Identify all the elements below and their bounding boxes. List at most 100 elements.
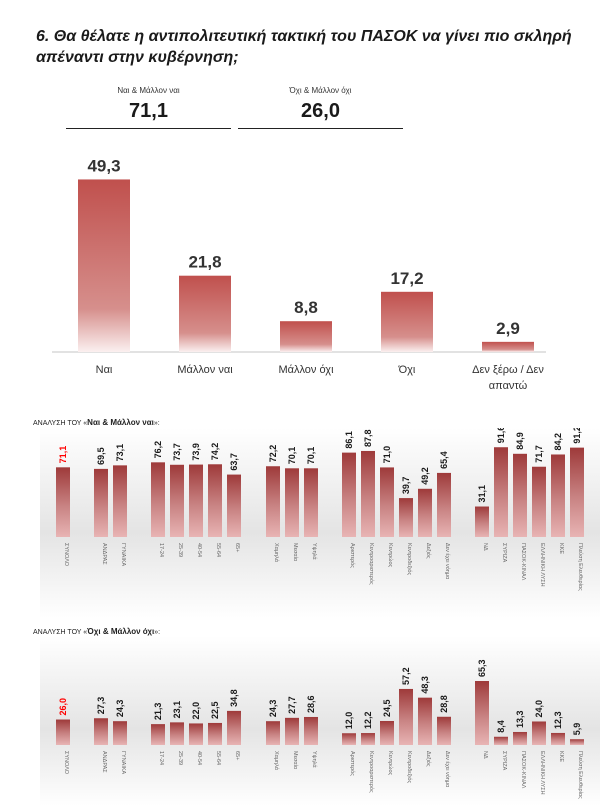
breakdown-category-label: Πλεύση Ελευθερίας bbox=[577, 751, 584, 799]
breakdown-value-label: 84,9 bbox=[515, 432, 525, 450]
main-category-label: Μάλλον ναι bbox=[177, 364, 233, 376]
breakdown-bar bbox=[513, 453, 527, 537]
question-title: 6. Θα θέλατε η αντιπολιτευτική τακτική τ… bbox=[36, 28, 572, 66]
breakdown-bar bbox=[285, 468, 299, 537]
breakdown-bar bbox=[266, 466, 280, 537]
breakdown-value-label: 12,3 bbox=[553, 711, 563, 729]
breakdown-category-label: ΣΥΡΙΖΑ bbox=[501, 751, 507, 771]
breakdown-bar bbox=[380, 720, 394, 745]
breakdown-bar bbox=[208, 722, 222, 745]
breakdown-value-label: 24,3 bbox=[115, 700, 125, 718]
breakdown-bar bbox=[342, 452, 356, 537]
breakdown-no-title-bold: Όχι & Μάλλον όχι bbox=[87, 627, 155, 636]
breakdown-category-label: ΕΛΛΗΝΙΚΗ ΛΥΣΗ bbox=[539, 751, 545, 795]
breakdown-bar bbox=[418, 697, 432, 745]
breakdown-bar bbox=[570, 447, 584, 537]
breakdown-value-label: 71,0 bbox=[382, 446, 392, 464]
breakdown-value-label: 24,0 bbox=[534, 700, 544, 718]
breakdown-bar bbox=[475, 681, 489, 745]
breakdown-category-label: Δεν έχει νόημα bbox=[444, 751, 451, 788]
breakdown-value-label: 86,1 bbox=[344, 431, 354, 449]
breakdown-category-label: Χαμηλά bbox=[273, 543, 280, 563]
breakdown-value-label: 84,2 bbox=[553, 433, 563, 451]
breakdown-category-label: Κεντροαριστερός bbox=[368, 751, 375, 793]
breakdown-value-label: 49,2 bbox=[420, 467, 430, 485]
breakdown-value-label: 70,1 bbox=[287, 447, 297, 465]
breakdown-value-label: 34,8 bbox=[229, 689, 239, 707]
breakdown-value-label: 76,2 bbox=[153, 441, 163, 459]
breakdown-no-title: ΑΝΑΛΥΣΗ ΤΟΥ «Όχι & Μάλλον όχι»: bbox=[33, 627, 160, 636]
breakdown-category-label: ΓΥΝΑΙΚΑ bbox=[120, 751, 126, 775]
breakdown-category-label: ΑΝΔΡΑΣ bbox=[101, 751, 107, 773]
main-category-label: Ναι bbox=[96, 364, 113, 376]
breakdown-category-label: ΣΥΝΟΛΟ bbox=[63, 751, 69, 775]
breakdown-category-label: 55-64 bbox=[215, 543, 221, 557]
breakdown-category-label: ΝΔ bbox=[482, 543, 488, 551]
breakdown-category-label: Κεντρώος bbox=[387, 751, 394, 776]
breakdown-category-label: 65+ bbox=[234, 543, 240, 552]
breakdown-value-label: 23,1 bbox=[172, 701, 182, 719]
breakdown-value-label: 65,3 bbox=[477, 659, 487, 677]
breakdown-category-label: 17-24 bbox=[158, 543, 164, 557]
breakdown-bar bbox=[418, 488, 432, 537]
breakdown-bar bbox=[285, 717, 299, 745]
breakdown-category-label: Δεξιός bbox=[425, 751, 432, 767]
breakdown-category-label: ΣΥΡΙΖΑ bbox=[501, 543, 507, 563]
breakdown-bar bbox=[532, 466, 546, 537]
breakdown-value-label: 63,7 bbox=[229, 453, 239, 471]
breakdown-value-label: 73,9 bbox=[191, 443, 201, 461]
breakdown-value-label: 12,2 bbox=[363, 712, 373, 730]
breakdown-value-label: 91,2 bbox=[572, 428, 582, 444]
breakdown-bar bbox=[266, 721, 280, 745]
breakdown-bar bbox=[151, 462, 165, 537]
breakdown-no-chart: 26,0 ΣΥΝΟΛΟ 27,3 ΑΝΔΡΑΣ 24,3 ΓΥΝΑΙΚΑ 21,3 17-24… bbox=[40, 636, 600, 806]
breakdown-category-label: ΕΛΛΗΝΙΚΗ ΛΥΣΗ bbox=[539, 543, 545, 587]
breakdown-bar bbox=[380, 467, 394, 537]
breakdown-value-label: 69,5 bbox=[96, 447, 106, 465]
breakdown-bar bbox=[94, 468, 108, 537]
breakdown-category-label: Αριστερός bbox=[349, 543, 356, 568]
breakdown-value-label: 71,1 bbox=[58, 446, 68, 464]
breakdown-bar bbox=[361, 450, 375, 537]
main-bar-value-label: 2,9 bbox=[496, 319, 520, 338]
breakdown-category-label: ΣΥΝΟΛΟ bbox=[63, 543, 69, 567]
breakdown-bar bbox=[361, 733, 375, 745]
breakdown-no-title-suffix: »: bbox=[154, 629, 161, 636]
breakdown-category-label: Υψηλά bbox=[311, 543, 318, 560]
breakdown-yes-title-bold: Ναι & Μάλλον ναι bbox=[87, 418, 154, 427]
breakdown-no-title-prefix: ΑΝΑΛΥΣΗ ΤΟΥ « bbox=[33, 629, 88, 636]
breakdown-category-label: ΠΑΣΟΚ-ΚΙΝΑΛ bbox=[520, 751, 526, 789]
breakdown-value-label: 57,2 bbox=[401, 667, 411, 685]
main-bar bbox=[482, 341, 534, 352]
breakdown-category-label: Μεσαία bbox=[292, 751, 298, 770]
main-bar-value-label: 17,2 bbox=[390, 269, 423, 288]
breakdown-yes-title: ΑΝΑΛΥΣΗ ΤΟΥ «Ναι & Μάλλον ναι»: bbox=[33, 418, 160, 427]
breakdown-category-label: ΓΥΝΑΙΚΑ bbox=[120, 543, 126, 567]
summary-yes-underline bbox=[66, 128, 231, 129]
breakdown-category-label: Μεσαία bbox=[292, 543, 298, 562]
breakdown-bar bbox=[94, 718, 108, 745]
main-bar-value-label: 8,8 bbox=[294, 298, 318, 317]
summary-no-underline bbox=[238, 128, 403, 129]
main-bar-value-label: 21,8 bbox=[188, 253, 221, 272]
breakdown-category-label: ΑΝΔΡΑΣ bbox=[101, 543, 107, 565]
breakdown-bar bbox=[437, 472, 451, 537]
main-bar bbox=[280, 321, 332, 352]
breakdown-bar bbox=[437, 716, 451, 745]
breakdown-value-label: 13,3 bbox=[515, 710, 525, 728]
breakdown-value-label: 87,8 bbox=[363, 429, 373, 447]
breakdown-value-label: 71,7 bbox=[534, 445, 544, 463]
breakdown-category-label: Υψηλά bbox=[311, 751, 318, 768]
breakdown-value-label: 22,0 bbox=[191, 702, 201, 720]
breakdown-value-label: 73,1 bbox=[115, 444, 125, 462]
breakdown-category-label: Κεντροαριστερός bbox=[368, 543, 375, 585]
breakdown-value-label: 72,2 bbox=[268, 445, 278, 463]
breakdown-category-label: 65+ bbox=[234, 751, 240, 760]
breakdown-value-label: 65,4 bbox=[439, 451, 449, 469]
main-bar-chart: 49,3 Ναι 21,8 Μάλλον ναι 8,8 Μάλλον όχι 17,2 Όχ… bbox=[52, 156, 546, 392]
breakdown-bar bbox=[170, 722, 184, 745]
breakdown-category-label: ΚΚΕ bbox=[558, 751, 564, 762]
breakdown-bar bbox=[189, 723, 203, 745]
breakdown-value-label: 28,8 bbox=[439, 695, 449, 713]
breakdown-yes-title-suffix: »: bbox=[153, 420, 160, 427]
